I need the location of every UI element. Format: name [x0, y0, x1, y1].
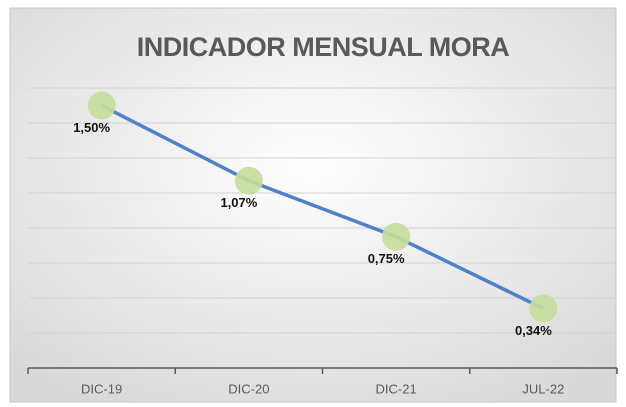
data-label: 1,50%: [73, 120, 110, 135]
x-tick-label: DIC-21: [376, 381, 417, 396]
chart-title: INDICADOR MENSUAL MORA: [137, 32, 510, 62]
x-tick-label: JUL-22: [522, 381, 564, 396]
line: [100, 103, 545, 311]
data-label: 1,07%: [220, 195, 257, 210]
x-tick-label: DIC-19: [81, 381, 122, 396]
marker: [87, 91, 116, 120]
marker: [382, 222, 411, 251]
data-label: 0,34%: [515, 323, 552, 338]
x-tick-label: DIC-20: [228, 381, 269, 396]
data-label: 0,75%: [368, 251, 405, 266]
marker: [529, 294, 558, 323]
marker: [234, 166, 263, 195]
